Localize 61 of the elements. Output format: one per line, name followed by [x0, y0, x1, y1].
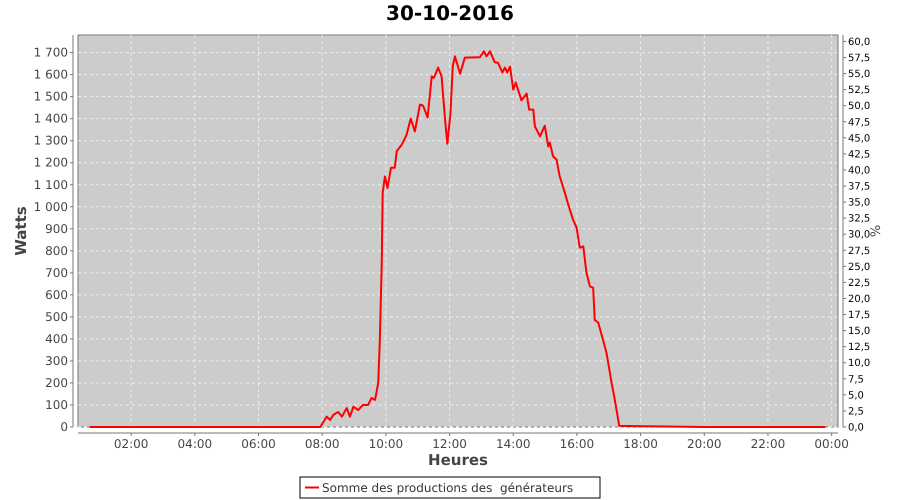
y2-tick-label: 57,5	[848, 52, 870, 64]
y2-tick-label: 47,5	[848, 117, 870, 128]
y-tick-label: 700	[45, 266, 68, 280]
y2-tick-label: 55,0	[848, 69, 870, 80]
y2-tick-label: 25,0	[848, 262, 870, 273]
y-tick-label: 1 400	[34, 112, 68, 126]
y2-tick-label: 7,5	[848, 374, 864, 386]
y2-tick-label: 32,5	[848, 214, 870, 225]
y2-tick-label: 42,5	[848, 149, 870, 160]
y-tick-label: 500	[45, 310, 68, 324]
x-axis-title: Heures	[428, 451, 488, 469]
x-tick-label: 12:00	[432, 437, 467, 451]
x-tick-label: 22:00	[750, 437, 786, 451]
y2-tick-label: 10,0	[848, 358, 870, 370]
y-tick-label: 1 600	[34, 68, 68, 82]
x-tick-label: 04:00	[178, 437, 212, 451]
y2-tick-label: 50,0	[848, 101, 870, 112]
y2-tick-label: 17,5	[848, 310, 870, 322]
y2-tick-label: 5,0	[848, 390, 864, 402]
y2-tick-label: 15,0	[848, 326, 870, 338]
x-tick-label: 16:00	[560, 437, 594, 451]
y2-tick-label: 27,5	[848, 246, 870, 257]
x-tick-label: 18:00	[623, 437, 658, 451]
y-tick-label: 400	[45, 332, 68, 346]
y-tick-label: 0	[60, 420, 68, 434]
y-tick-label: 1 300	[34, 134, 68, 148]
x-tick-label: 20:00	[686, 437, 722, 451]
legend-label: Somme des productions des générateurs	[322, 481, 574, 495]
y2-tick-label: 35,0	[848, 198, 870, 209]
y2-tick-label: 22,5	[848, 278, 870, 289]
y2-tick-label: 2,5	[848, 406, 864, 418]
y-tick-label: 800	[45, 244, 68, 258]
y-tick-label: 600	[45, 288, 68, 302]
x-tick-label: 02:00	[114, 437, 148, 451]
y2-tick-label: 60,0	[848, 36, 870, 48]
y-tick-label: 900	[45, 222, 68, 236]
y-tick-label: 300	[45, 354, 68, 368]
y2-tick-label: 0,0	[848, 422, 864, 434]
y-tick-label: 100	[45, 398, 68, 412]
x-tick-label: 10:00	[368, 437, 404, 451]
y-tick-label: 1 500	[34, 90, 68, 104]
y-tick-label: 1 000	[34, 200, 68, 214]
y-tick-label: 1 100	[34, 178, 68, 192]
y2-tick-label: 52,5	[848, 85, 870, 96]
y2-tick-label: 45,0	[848, 133, 870, 144]
line-series	[88, 50, 826, 428]
y2-tick-label: 37,5	[848, 182, 870, 193]
x-tick-label: 08:00	[304, 437, 340, 451]
y-tick-label: 200	[45, 376, 68, 390]
y-tick-label: 1 700	[34, 46, 68, 60]
y2-tick-label: 12,5	[848, 342, 870, 354]
y-axis-title: Watts	[12, 206, 30, 256]
y-tick-label: 1 200	[34, 156, 68, 170]
y2-tick-label: 20,0	[848, 294, 870, 305]
y2-axis-title: %	[869, 224, 884, 238]
y2-tick-label: 30,0	[848, 230, 870, 241]
x-tick-label: 00:00	[814, 437, 849, 451]
chart-title: 30-10-2016	[386, 1, 514, 25]
x-tick-label: 06:00	[241, 437, 276, 451]
x-tick-label: 14:00	[496, 437, 531, 451]
y2-tick-label: 40,0	[848, 165, 870, 176]
